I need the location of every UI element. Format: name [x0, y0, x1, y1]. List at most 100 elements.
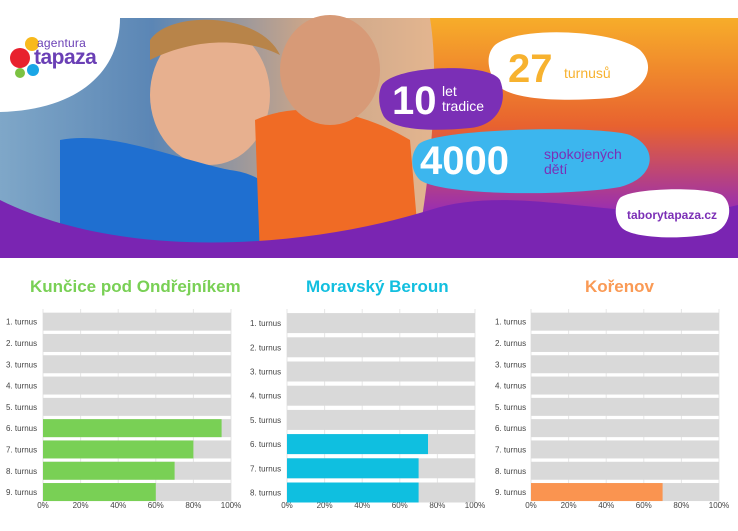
moravsky-beroun-x-tick-1: 20%	[317, 501, 333, 510]
korenov-x-tick-3: 60%	[636, 501, 652, 510]
logo-ball-red	[10, 48, 30, 68]
blob-tradice	[379, 68, 503, 130]
moravsky-beroun-category-label-2: 2. turnus	[250, 343, 281, 352]
kuncice-category-label-7: 7. turnus	[6, 445, 37, 454]
kuncice-track-2	[43, 333, 231, 352]
kuncice-x-tick-3: 60%	[148, 501, 164, 510]
moravsky-beroun-x-tick-2: 40%	[354, 501, 370, 510]
kuncice-category-label-2: 2. turnus	[6, 339, 37, 348]
kuncice-bar-6	[43, 419, 222, 438]
chart-title-korenov: Kořenov	[585, 277, 654, 296]
logo-ball-yellow	[25, 37, 39, 51]
moravsky-beroun-x-tick-0: 0%	[281, 501, 293, 510]
moravsky-beroun-x-tick-3: 60%	[392, 501, 408, 510]
stat-tradice-label-line1: let	[442, 83, 457, 99]
moravsky-beroun-bar-6	[287, 434, 428, 455]
moravsky-beroun-category-label-3: 3. turnus	[250, 368, 281, 377]
moravsky-beroun-category-label-1: 1. turnus	[250, 319, 281, 328]
kuncice-x-tick-5: 100%	[221, 501, 241, 510]
kuncice-category-label-5: 5. turnus	[6, 403, 37, 412]
man-face	[280, 15, 380, 125]
korenov-track-1	[531, 312, 719, 331]
korenov-category-label-4: 4. turnus	[495, 382, 526, 391]
kuncice-category-label-4: 4. turnus	[6, 382, 37, 391]
stat-tradice-label: let tradice	[442, 84, 484, 113]
kuncice-bar-8	[43, 461, 175, 480]
moravsky-beroun-track-4	[287, 385, 475, 406]
stat-deti-label-line1: spokojených	[544, 146, 622, 162]
logo-text-tapaza: tapaza	[34, 46, 97, 69]
moravsky-beroun-x-tick-5: 100%	[465, 501, 485, 510]
moravsky-beroun-bar-8	[287, 482, 419, 503]
blob-turnusu	[488, 32, 649, 100]
website-link[interactable]: taborytapaza.cz	[627, 208, 718, 222]
kuncice-x-tick-1: 20%	[73, 501, 89, 510]
stat-deti-label-line2: dětí	[544, 160, 568, 177]
stat-turnusu-number: 27	[508, 47, 553, 91]
banner-artwork	[0, 15, 738, 258]
moravsky-beroun-track-5	[287, 409, 475, 430]
stat-deti-label: spokojených dětí	[544, 147, 622, 176]
moravsky-beroun-x-tick-4: 80%	[429, 501, 445, 510]
moravsky-beroun-bar-7	[287, 458, 419, 479]
korenov-category-label-1: 1. turnus	[495, 318, 526, 327]
korenov-x-tick-5: 100%	[709, 501, 729, 510]
moravsky-beroun-category-label-5: 5. turnus	[250, 416, 281, 425]
korenov-category-label-7: 7. turnus	[495, 445, 526, 454]
kuncice-x-tick-0: 0%	[37, 501, 49, 510]
korenov-x-tick-4: 80%	[673, 501, 689, 510]
korenov-track-4	[531, 376, 719, 395]
chart-title-moravsky-beroun: Moravský Beroun	[306, 277, 449, 296]
korenov-bar-9	[531, 483, 663, 502]
korenov-track-5	[531, 397, 719, 416]
korenov-category-label-3: 3. turnus	[495, 360, 526, 369]
stat-deti-number: 4000	[420, 139, 509, 183]
kuncice-category-label-1: 1. turnus	[6, 318, 37, 327]
kuncice-category-label-3: 3. turnus	[6, 360, 37, 369]
kuncice-x-tick-4: 80%	[185, 501, 201, 510]
kuncice-category-label-6: 6. turnus	[6, 424, 37, 433]
korenov-x-tick-0: 0%	[525, 501, 537, 510]
moravsky-beroun-category-label-7: 7. turnus	[250, 464, 281, 473]
chart-title-kuncice: Kunčice pod Ondřejníkem	[30, 277, 241, 296]
korenov-category-label-9: 9. turnus	[495, 488, 526, 497]
korenov-x-tick-2: 40%	[598, 501, 614, 510]
boy-face	[150, 25, 270, 165]
boy-shirt	[60, 137, 300, 258]
korenov-track-6	[531, 419, 719, 438]
stat-tradice-number: 10	[392, 79, 437, 123]
korenov-category-label-8: 8. turnus	[495, 467, 526, 476]
moravsky-beroun-track-1	[287, 313, 475, 334]
korenov-x-tick-1: 20%	[561, 501, 577, 510]
kuncice-category-label-8: 8. turnus	[6, 467, 37, 476]
moravsky-beroun-category-label-6: 6. turnus	[250, 440, 281, 449]
stat-tradice-label-line2: tradice	[442, 97, 485, 114]
korenov-track-7	[531, 440, 719, 459]
moravsky-beroun-track-2	[287, 337, 475, 358]
promo-banner: agentura tapaza 27 turnusů 10 let tradic…	[0, 0, 738, 258]
kuncice-track-3	[43, 355, 231, 374]
kuncice-bar-9	[43, 483, 156, 502]
purple-swoosh	[0, 200, 738, 258]
kuncice-category-label-9: 9. turnus	[6, 488, 37, 497]
blob-website	[615, 189, 730, 238]
moravsky-beroun-category-label-4: 4. turnus	[250, 392, 281, 401]
logo-ball-green	[15, 68, 25, 78]
moravsky-beroun-track-3	[287, 361, 475, 382]
boy-hair	[150, 19, 280, 60]
kuncice-bar-7	[43, 440, 194, 459]
kuncice-track-4	[43, 376, 231, 395]
kuncice-x-tick-2: 40%	[110, 501, 126, 510]
man-shirt	[255, 109, 420, 258]
kuncice-track-1	[43, 312, 231, 331]
korenov-category-label-5: 5. turnus	[495, 403, 526, 412]
korenov-track-2	[531, 333, 719, 352]
korenov-track-3	[531, 355, 719, 374]
moravsky-beroun-category-label-8: 8. turnus	[250, 489, 281, 498]
korenov-track-8	[531, 461, 719, 480]
logo-text-agentura: agentura	[37, 36, 86, 50]
korenov-category-label-6: 6. turnus	[495, 424, 526, 433]
korenov-category-label-2: 2. turnus	[495, 339, 526, 348]
stat-turnusu-label: turnusů	[564, 65, 611, 81]
